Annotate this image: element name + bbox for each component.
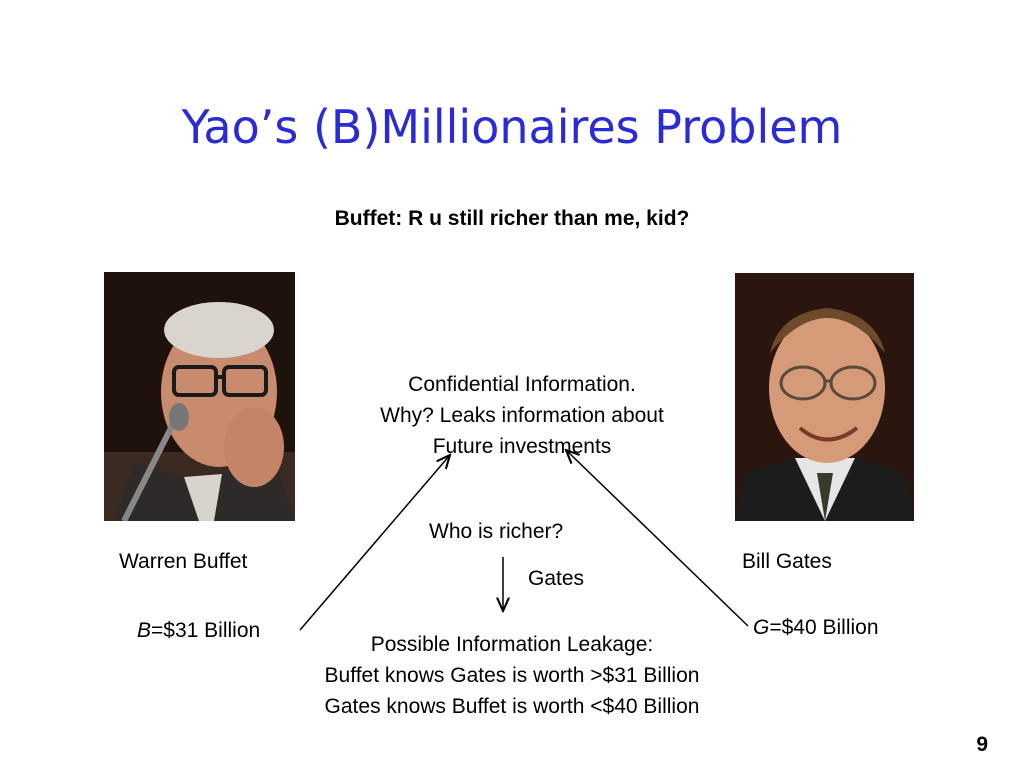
right-arrow (566, 450, 749, 627)
gates-worth: G=$40 Billion (753, 616, 879, 640)
left-arrow (299, 455, 450, 631)
gates-worth-value: =$40 Billion (769, 616, 879, 639)
leakage-line-3: Gates knows Buffet is worth <$40 Billion (324, 695, 700, 718)
gates-worth-var: G (753, 616, 770, 639)
confidential-line-1: Confidential Information. (408, 373, 636, 396)
slide-title: Yao’s (B)Millionaires Problem (181, 100, 843, 154)
who-is-richer-label: Who is richer? (429, 520, 564, 543)
warren-buffet-photo (104, 272, 295, 521)
leakage-line-1: Possible Information Leakage: (370, 633, 654, 656)
slide-subtitle: Buffet: R u still richer than me, kid? (334, 207, 690, 230)
page-number: 9 (976, 733, 988, 756)
information-leakage-text: Possible Information Leakage: Buffet kno… (262, 629, 762, 722)
gates-name-label: Bill Gates (742, 550, 832, 573)
answer-gates-label: Gates (528, 567, 585, 590)
buffet-worth-var: B (137, 619, 152, 642)
leakage-line-2: Buffet knows Gates is worth >$31 Billion (324, 664, 700, 687)
bill-gates-photo (735, 273, 914, 521)
buffet-worth: B=$31 Billion (137, 619, 260, 643)
confidential-line-2: Why? Leaks information about (380, 404, 664, 427)
buffet-worth-value: =$31 Billion (151, 619, 261, 642)
buffet-name-label: Warren Buffet (119, 550, 248, 573)
